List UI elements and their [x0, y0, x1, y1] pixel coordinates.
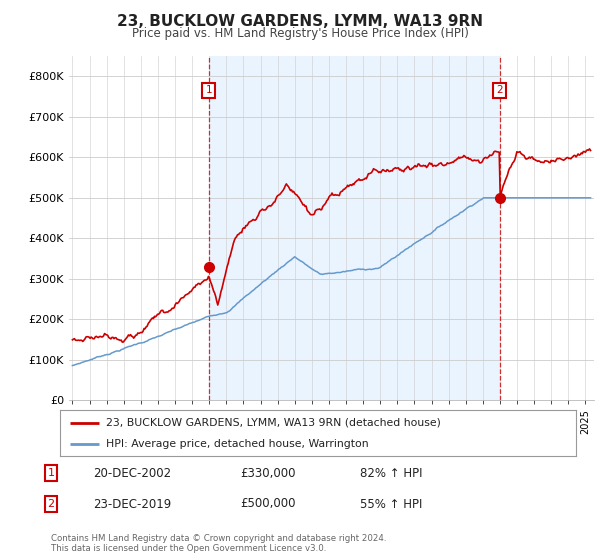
Text: 23-DEC-2019: 23-DEC-2019 [93, 497, 171, 511]
Text: HPI: Average price, detached house, Warrington: HPI: Average price, detached house, Warr… [106, 439, 369, 449]
Text: 2: 2 [496, 86, 503, 95]
Text: £330,000: £330,000 [240, 466, 296, 480]
Text: 23, BUCKLOW GARDENS, LYMM, WA13 9RN (detached house): 23, BUCKLOW GARDENS, LYMM, WA13 9RN (det… [106, 418, 442, 428]
Text: £500,000: £500,000 [240, 497, 296, 511]
Text: Price paid vs. HM Land Registry's House Price Index (HPI): Price paid vs. HM Land Registry's House … [131, 27, 469, 40]
Text: 20-DEC-2002: 20-DEC-2002 [93, 466, 171, 480]
Text: 1: 1 [205, 86, 212, 95]
Text: 23, BUCKLOW GARDENS, LYMM, WA13 9RN: 23, BUCKLOW GARDENS, LYMM, WA13 9RN [117, 14, 483, 29]
Text: Contains HM Land Registry data © Crown copyright and database right 2024.
This d: Contains HM Land Registry data © Crown c… [51, 534, 386, 553]
Text: 1: 1 [47, 468, 55, 478]
Text: 2: 2 [47, 499, 55, 509]
Text: 82% ↑ HPI: 82% ↑ HPI [360, 466, 422, 480]
Bar [209, 56, 500, 400]
Text: 55% ↑ HPI: 55% ↑ HPI [360, 497, 422, 511]
